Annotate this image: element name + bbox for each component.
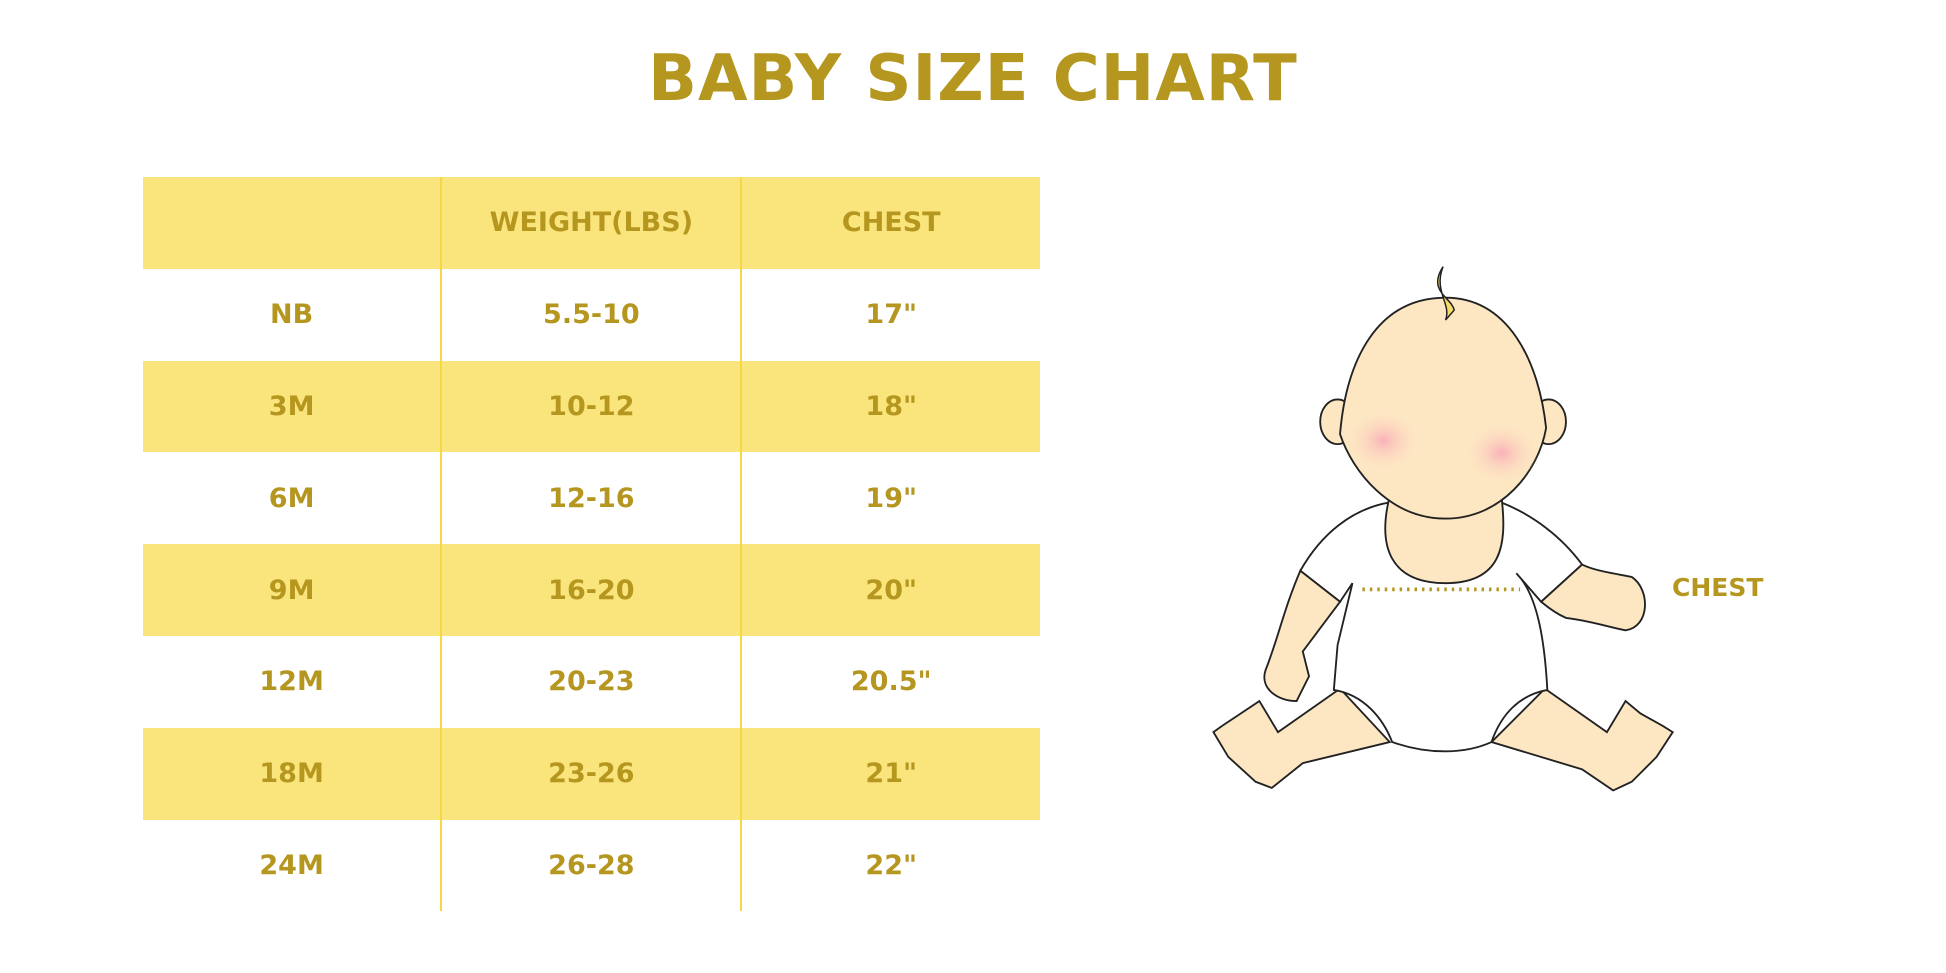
left-cheek xyxy=(1346,409,1421,472)
left-arm xyxy=(1263,569,1342,703)
page-title: BABY SIZE CHART xyxy=(648,42,1298,116)
table-row: 3M 10-12 18" xyxy=(143,360,1040,453)
size-cell: 24M xyxy=(259,849,324,881)
weight-cell: 20-23 xyxy=(440,635,742,728)
head xyxy=(1339,296,1548,520)
left-leg xyxy=(1212,687,1392,790)
chest-label: CHEST xyxy=(1672,573,1764,602)
neck xyxy=(1384,495,1505,585)
chest-cell: 17" xyxy=(740,268,1040,361)
table-row: 12M 20-23 20.5" xyxy=(143,635,1040,728)
size-cell: 9M xyxy=(143,544,442,636)
table-row: 6M 12-16 19" xyxy=(143,452,1040,545)
chest-cell: 22" xyxy=(740,819,1040,912)
table-row: 9M 16-20 20" xyxy=(143,544,1040,636)
chest-cell: 20" xyxy=(740,544,1040,636)
header-chest: CHEST xyxy=(740,177,1040,269)
weight-cell: 23-26 xyxy=(440,727,742,820)
weight-cell: 12-16 xyxy=(440,452,742,545)
header-weight: WEIGHT(LBS) xyxy=(440,177,742,269)
header-size xyxy=(143,177,442,269)
baby-illustration xyxy=(1212,266,1675,792)
size-cell: NB xyxy=(270,299,314,331)
weight-cell: 16-20 xyxy=(440,544,742,636)
table-row: 24M 26-28 22" xyxy=(143,819,1040,912)
size-table: WEIGHT(LBS) CHEST NB 5.5-10 17" 3M 10-12 18"… xyxy=(143,177,1040,912)
size-cell: 12M xyxy=(259,666,324,698)
hair-curl xyxy=(1436,266,1456,321)
chest-cell: 21" xyxy=(740,727,1040,820)
chest-cell: 19" xyxy=(740,452,1040,545)
chest-cell: 20.5" xyxy=(740,635,1040,728)
weight-cell: 26-28 xyxy=(440,819,742,912)
weight-cell: 5.5-10 xyxy=(440,268,742,361)
size-cell: 18M xyxy=(143,727,442,820)
size-cell: 6M xyxy=(268,482,315,514)
right-cheek xyxy=(1464,421,1539,484)
weight-cell: 10-12 xyxy=(440,360,742,453)
right-arm xyxy=(1539,563,1646,632)
table-row: NB 5.5-10 17" xyxy=(143,268,1040,361)
size-cell: 3M xyxy=(143,360,442,453)
table-header-row: WEIGHT(LBS) CHEST xyxy=(143,177,1040,269)
chest-cell: 18" xyxy=(740,360,1040,453)
table-row: 18M 23-26 21" xyxy=(143,727,1040,820)
right-leg xyxy=(1489,687,1675,792)
